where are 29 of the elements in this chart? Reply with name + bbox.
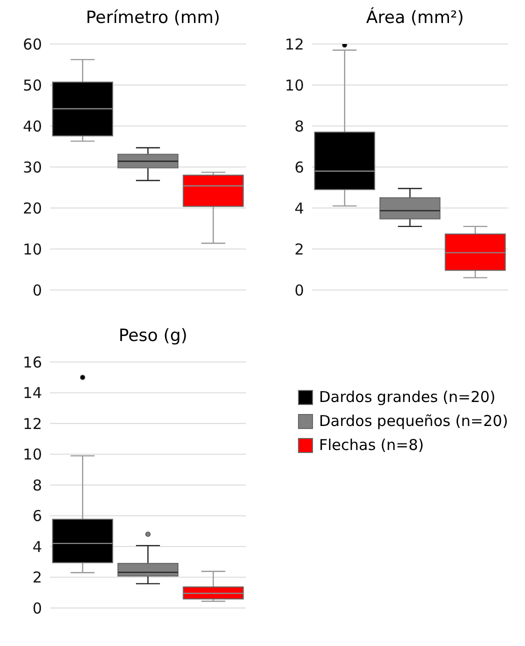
- legend-label: Flechas (n=8): [319, 436, 424, 454]
- y-tick-label: 20: [22, 199, 42, 218]
- y-tick-label: 14: [22, 384, 42, 402]
- y-tick-label: 10: [284, 76, 304, 94]
- y-tick-label: 0: [32, 599, 42, 618]
- y-tick-label: 2: [32, 568, 42, 587]
- y-tick-label: 6: [294, 158, 304, 176]
- y-tick-label: 10: [22, 240, 42, 258]
- y-tick-label: 40: [22, 117, 42, 136]
- y-tick-label: 60: [22, 35, 42, 54]
- y-tick-label: 8: [294, 117, 304, 136]
- y-tick-label: 2: [294, 240, 304, 258]
- y-tick-label: 0: [294, 281, 304, 300]
- chart-title: Área (mm²): [365, 8, 465, 30]
- y-tick-label: 50: [22, 76, 42, 94]
- y-tick-label: 12: [284, 35, 304, 54]
- y-tick-label: 4: [32, 538, 42, 556]
- y-tick-label: 12: [22, 414, 42, 433]
- legend-label: Dardos pequeños (n=20): [319, 412, 508, 430]
- y-tick-label: 8: [32, 476, 42, 494]
- chart-title: Perímetro (mm): [84, 8, 222, 30]
- y-tick-label: 10: [22, 446, 42, 464]
- y-tick-label: 4: [294, 199, 304, 218]
- y-tick-label: 0: [32, 281, 42, 300]
- legend-label: Dardos grandes (n=20): [319, 388, 496, 406]
- y-tick-label: 16: [22, 353, 42, 372]
- chart-title: Peso (g): [118, 326, 188, 348]
- y-tick-label: 6: [32, 507, 42, 526]
- y-tick-label: 30: [22, 158, 42, 176]
